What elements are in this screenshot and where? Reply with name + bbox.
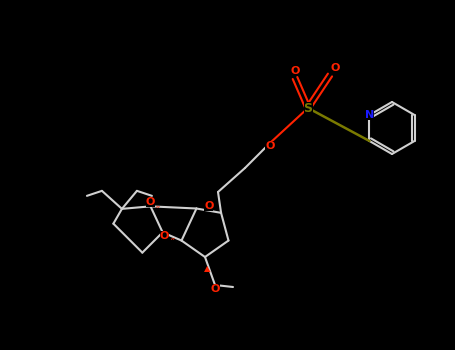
Text: O: O [204,201,213,211]
Text: O: O [290,66,300,76]
Text: O: O [265,141,275,151]
Text: ,,: ,, [171,232,177,241]
Text: ▲: ▲ [204,265,210,273]
Text: S: S [303,102,313,114]
Text: N: N [365,110,374,120]
Text: O: O [160,231,169,242]
Text: O: O [330,63,340,73]
Text: ,,: ,, [156,200,161,209]
Text: O: O [210,284,220,294]
Text: O: O [146,197,155,207]
